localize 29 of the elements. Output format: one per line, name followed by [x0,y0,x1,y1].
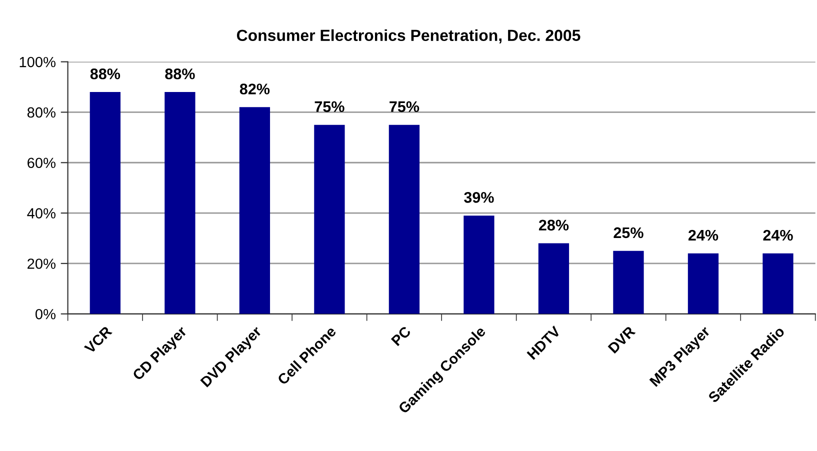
bar [90,92,121,314]
x-tick-label: VCR [84,325,113,354]
y-tick-label: 0% [36,308,56,320]
bar [464,216,494,314]
data-label: 75% [314,101,344,112]
y-tick-label: 80% [27,107,56,118]
bar [164,92,196,314]
bar [239,107,270,314]
bar [314,124,345,314]
data-label: 82% [240,84,270,94]
y-tick-label: 60% [28,158,56,168]
y-tick-label: 40% [27,208,56,218]
x-tick-label: PC [390,326,412,346]
data-label: 88% [90,68,120,80]
data-label: 75% [390,101,420,112]
data-label: 88% [165,68,195,80]
chart-title: Consumer Electronics Penetration, Dec. 2005 [236,29,580,44]
bar [613,250,644,314]
data-label: 24% [688,230,718,241]
data-label: 28% [538,220,569,231]
bar [388,124,420,314]
data-label: 24% [763,230,793,241]
data-label: 39% [464,192,494,203]
bar [688,253,719,314]
data-label: 25% [614,227,644,238]
bar [538,243,570,314]
y-tick-label: 100% [20,56,56,68]
bar [762,253,794,314]
y-tick-label: 20% [28,258,56,269]
